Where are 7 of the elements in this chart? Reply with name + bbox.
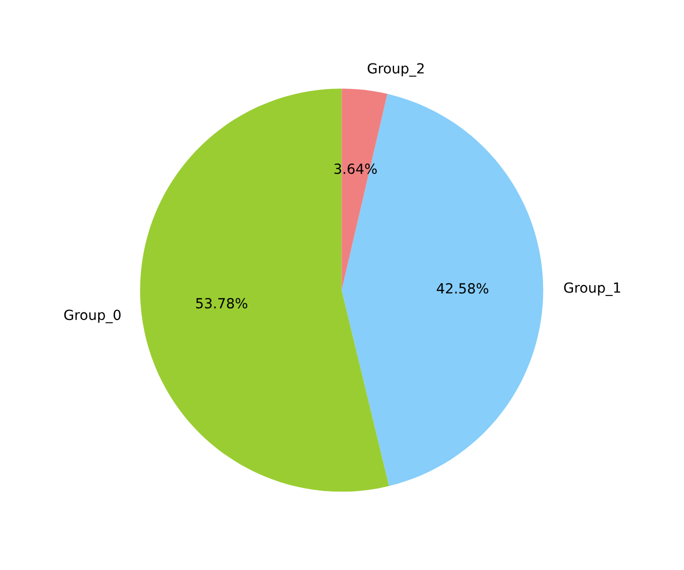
slice-label: Group_1	[564, 282, 620, 296]
data-label: 42.58%	[436, 283, 488, 294]
data-label: 3.64%	[334, 164, 377, 174]
pie-slice	[140, 88, 390, 492]
slice-label: Group_0	[64, 310, 121, 324]
slice-label: Group_2	[368, 63, 424, 77]
data-label: 53.78%	[196, 298, 248, 308]
